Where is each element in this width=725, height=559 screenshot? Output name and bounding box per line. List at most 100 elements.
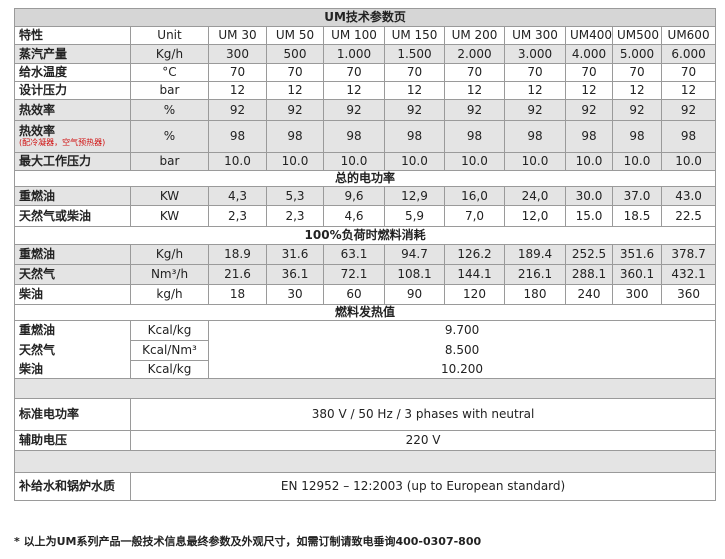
value: 98 <box>323 120 385 153</box>
row-label: 天然气或柴油 <box>14 205 131 227</box>
row-label: 给水温度 <box>14 63 131 82</box>
value: 144.1 <box>444 264 505 285</box>
value: 24,0 <box>504 186 566 206</box>
value: 12 <box>565 81 613 100</box>
value: 98 <box>660 120 717 153</box>
data-row: 天然气或柴油 KW 2,3 2,3 4,6 5,9 7,0 12,0 15.0 18.5 22.5 <box>14 205 717 227</box>
value: 189.4 <box>504 244 566 265</box>
row-label: 设计压力 <box>14 81 131 100</box>
title-row: UM技术参数页 <box>13 8 717 27</box>
value: 12 <box>266 81 324 100</box>
value: 18.9 <box>208 244 267 265</box>
data-row: 给水温度 °C 70 70 70 70 70 70 70 70 70 <box>14 63 717 82</box>
spacer <box>13 378 717 399</box>
unit: Nm³/h <box>130 264 209 285</box>
value: 10.0 <box>504 152 566 171</box>
row-label: 热效率 (配冷凝器，空气预热器) <box>14 120 131 153</box>
value: 98 <box>208 120 267 153</box>
section-row: 100%负荷时燃料消耗 <box>13 226 717 245</box>
data-row: 设计压力 bar 12 12 12 12 12 12 12 12 12 <box>14 81 717 100</box>
value: 3.000 <box>504 44 566 64</box>
footnote: * 以上为UM系列产品一般技术信息最终参数及外观尺寸，如需订制请致电垂询400-… <box>14 535 482 548</box>
value: 70 <box>504 63 566 82</box>
value: 2,3 <box>208 205 267 227</box>
value: 92 <box>565 99 613 121</box>
unit: KW <box>130 186 209 206</box>
value: 300 <box>208 44 267 64</box>
value: 360 <box>660 284 717 305</box>
table-body: UM技术参数页 特性 Unit UM 30 UM 50 UM 100 UM 150 UM 20… <box>13 8 717 501</box>
value: 10.0 <box>444 152 505 171</box>
value: 10.0 <box>266 152 324 171</box>
header-cell: Unit <box>130 26 209 45</box>
value: 43.0 <box>660 186 717 206</box>
value: 5,9 <box>384 205 445 227</box>
row-note: (配冷凝器，空气预热器) <box>19 138 106 147</box>
value: 432.1 <box>660 264 717 285</box>
header-cell: UM600 <box>660 26 717 45</box>
row-label: 天然气 <box>14 264 131 285</box>
value: 10.0 <box>208 152 267 171</box>
data-row: 天然气 Nm³/h 21.6 36.1 72.1 108.1 144.1 216.1 288.1… <box>14 264 717 285</box>
value: 12 <box>660 81 717 100</box>
value: 90 <box>384 284 445 305</box>
unit: Kg/h <box>130 44 209 64</box>
heating-row: 天然气 Kcal/Nm³ 8.500 <box>14 340 717 361</box>
value: 378.7 <box>660 244 717 265</box>
value: 12 <box>323 81 385 100</box>
value: 94.7 <box>384 244 445 265</box>
value: 63.1 <box>323 244 385 265</box>
value: 12 <box>504 81 566 100</box>
value: 380 V / 50 Hz / 3 phases with neutral <box>129 398 717 431</box>
data-row: 热效率 (配冷凝器，空气预热器)% 98 98 98 98 98 98 98 98 98 <box>14 120 717 153</box>
value: 126.2 <box>444 244 505 265</box>
data-row: 柴油 kg/h 18 30 60 90 120 180 240 300 360 <box>14 284 717 305</box>
value: 5,3 <box>266 186 324 206</box>
value: 300 <box>612 284 662 305</box>
value: 1.000 <box>323 44 385 64</box>
value: EN 12952 – 12:2003 (up to European stand… <box>129 472 717 501</box>
value: 70 <box>384 63 445 82</box>
value: 216.1 <box>504 264 566 285</box>
row-label: 最大工作压力 <box>14 152 131 171</box>
value: 98 <box>444 120 505 153</box>
water-row: 补给水和锅炉水质 EN 12952 – 12:2003 (up to Europe… <box>14 472 717 501</box>
value: 98 <box>266 120 324 153</box>
row-label: 辅助电压 <box>14 430 131 451</box>
data-row: 重燃油 KW 4,3 5,3 9,6 12,9 16,0 24,0 30.0 37.0 43.0 <box>14 186 717 206</box>
data-row: 重燃油 Kg/h 18.9 31.6 63.1 94.7 126.2 189.4 252.5 35… <box>14 244 717 265</box>
header-cell: UM 300 <box>504 26 566 45</box>
value: 30 <box>266 284 324 305</box>
value: 18.5 <box>612 205 662 227</box>
value: 98 <box>565 120 613 153</box>
value: 351.6 <box>612 244 662 265</box>
unit: Kcal/kg <box>130 360 209 379</box>
row-label: 重燃油 <box>14 320 131 341</box>
row-label: 蒸汽产量 <box>14 44 131 64</box>
value: 2.000 <box>444 44 505 64</box>
value: 180 <box>504 284 566 305</box>
value: 30.0 <box>565 186 613 206</box>
unit: Kcal/kg <box>130 320 209 341</box>
unit: kg/h <box>130 284 209 305</box>
value: 22.5 <box>660 205 717 227</box>
value: 92 <box>612 99 662 121</box>
value: 18 <box>208 284 267 305</box>
section-heading: 100%负荷时燃料消耗 <box>13 226 717 245</box>
value: 108.1 <box>384 264 445 285</box>
value: 8.500 <box>207 340 717 361</box>
value: 10.0 <box>660 152 717 171</box>
value: 7,0 <box>444 205 505 227</box>
value: 10.0 <box>612 152 662 171</box>
header-cell: UM 100 <box>323 26 385 45</box>
value: 15.0 <box>565 205 613 227</box>
unit: bar <box>130 81 209 100</box>
unit: °C <box>130 63 209 82</box>
value: 60 <box>323 284 385 305</box>
heating-row: 重燃油 Kcal/kg 9.700 <box>14 320 717 341</box>
header-cell: UM500 <box>612 26 662 45</box>
value: 16,0 <box>444 186 505 206</box>
value: 9,6 <box>323 186 385 206</box>
value: 70 <box>660 63 717 82</box>
